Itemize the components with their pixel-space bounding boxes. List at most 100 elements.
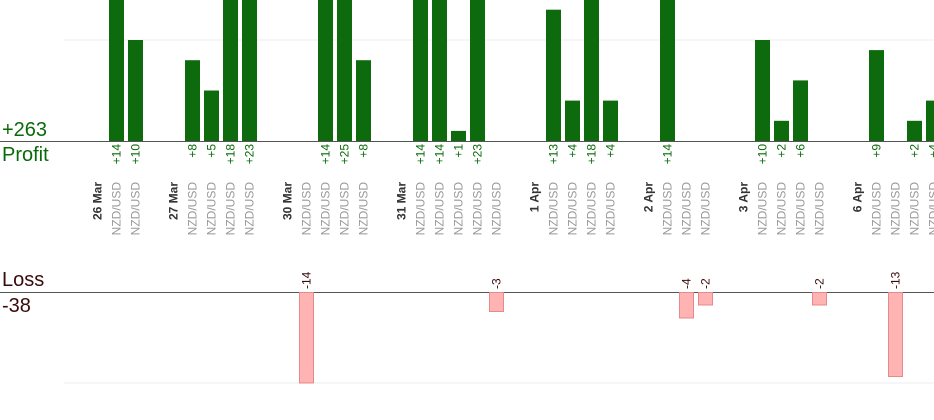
date-label: 3 Apr	[737, 182, 751, 213]
loss-bar	[812, 292, 827, 306]
profit-value-label: +8	[186, 144, 200, 158]
profit-bar	[869, 50, 884, 141]
profit-bar	[128, 40, 143, 141]
profit-value-label: +1	[452, 144, 466, 158]
profit-value-label: +23	[243, 144, 257, 165]
profit-bar	[185, 60, 200, 142]
pair-label: NZD/USD	[775, 182, 789, 236]
loss-value-label: -3	[490, 278, 504, 289]
profit-bar	[109, 0, 124, 141]
profit-value-label: +4	[566, 144, 580, 158]
profit-bar	[242, 0, 257, 141]
profit-value-label: +10	[756, 144, 770, 165]
labels-layer: 26 Mar NZD/USD +14 NZD/USD +10 27 Mar NZD/USD +…	[91, 144, 934, 289]
loss-total: -38	[2, 295, 31, 317]
pair-label: NZD/USD	[794, 182, 808, 236]
profit-value-label: +13	[547, 144, 561, 165]
profit-bar	[432, 0, 447, 141]
profit-value-label: +4	[604, 144, 618, 158]
profit-value-label: +10	[129, 144, 143, 165]
pair-label: NZD/USD	[490, 182, 504, 236]
profit-bar	[793, 80, 808, 141]
profit-bar	[926, 100, 934, 141]
pair-label: NZD/USD	[661, 182, 675, 236]
profit-value-label: +9	[870, 144, 884, 158]
date-label: 26 Mar	[91, 182, 105, 220]
profit-value-label: +4	[927, 144, 934, 158]
profit-value-label: +14	[414, 144, 428, 165]
pair-label: NZD/USD	[813, 182, 827, 236]
profit-value-label: +18	[224, 144, 238, 165]
date-label: 30 Mar	[281, 182, 295, 220]
bars-layer	[109, 0, 934, 384]
loss-bar	[489, 292, 504, 312]
profit-value-label: +14	[661, 144, 675, 165]
profit-value-label: +6	[794, 144, 808, 158]
profit-bar	[907, 120, 922, 141]
pair-label: NZD/USD	[319, 182, 333, 236]
pair-label: NZD/USD	[908, 182, 922, 236]
date-label: 1 Apr	[528, 182, 542, 213]
profit-bar	[356, 60, 371, 142]
profit-value-label: +14	[110, 144, 124, 165]
pair-label: NZD/USD	[699, 182, 713, 236]
profit-value-label: +25	[338, 144, 352, 165]
pair-label: NZD/USD	[433, 182, 447, 236]
profit-total: +263	[2, 119, 48, 141]
profit-bar	[451, 130, 466, 141]
pair-label: NZD/USD	[186, 182, 200, 236]
pair-label: NZD/USD	[452, 182, 466, 236]
loss-bar	[698, 292, 713, 306]
pair-label: NZD/USD	[680, 182, 694, 236]
pair-label: NZD/USD	[547, 182, 561, 236]
loss-value-label: -4	[680, 278, 694, 289]
loss-bar	[888, 292, 903, 377]
loss-value-label: -14	[300, 271, 314, 289]
profit-value-label: +18	[585, 144, 599, 165]
profit-bar	[546, 9, 561, 142]
profit-value-label: +23	[471, 144, 485, 165]
pair-label: NZD/USD	[414, 182, 428, 236]
profit-value-label: +2	[908, 144, 922, 158]
profit-value-label: +14	[433, 144, 447, 165]
pair-label: NZD/USD	[110, 182, 124, 236]
profit-bar	[413, 0, 428, 141]
date-label: 2 Apr	[642, 182, 656, 213]
profit-value-label: +8	[357, 144, 371, 158]
profit-value-label: +14	[319, 144, 333, 165]
pair-label: NZD/USD	[927, 182, 934, 236]
date-label: 27 Mar	[167, 182, 181, 220]
loss-bar	[299, 292, 314, 384]
profit-value-label: +5	[205, 144, 219, 158]
pair-label: NZD/USD	[300, 182, 314, 236]
loss-value-label: -13	[889, 271, 903, 289]
profit-bar	[584, 0, 599, 141]
pair-label: NZD/USD	[338, 182, 352, 236]
pair-label: NZD/USD	[756, 182, 770, 236]
pair-label: NZD/USD	[243, 182, 257, 236]
loss-bar	[679, 292, 694, 319]
loss-label: Loss	[2, 269, 45, 291]
profit-value-label: +2	[775, 144, 789, 158]
loss-value-label: -2	[699, 278, 713, 289]
pair-label: NZD/USD	[205, 182, 219, 236]
profit-bar	[660, 0, 675, 141]
pair-label: NZD/USD	[870, 182, 884, 236]
profit-bar	[470, 0, 485, 141]
pair-label: NZD/USD	[604, 182, 618, 236]
pair-label: NZD/USD	[357, 182, 371, 236]
pair-label: NZD/USD	[889, 182, 903, 236]
profit-bar	[755, 40, 770, 141]
profit-label: Profit	[2, 144, 49, 166]
profit-bar	[603, 100, 618, 141]
date-label: 31 Mar	[395, 182, 409, 220]
pair-label: NZD/USD	[585, 182, 599, 236]
profit-bar	[204, 90, 219, 141]
pair-label: NZD/USD	[566, 182, 580, 236]
date-label: 6 Apr	[851, 182, 865, 213]
pair-label: NZD/USD	[224, 182, 238, 236]
profit-bar	[318, 0, 333, 141]
profit-bar	[223, 0, 238, 141]
pair-label: NZD/USD	[129, 182, 143, 236]
pair-label: NZD/USD	[471, 182, 485, 236]
